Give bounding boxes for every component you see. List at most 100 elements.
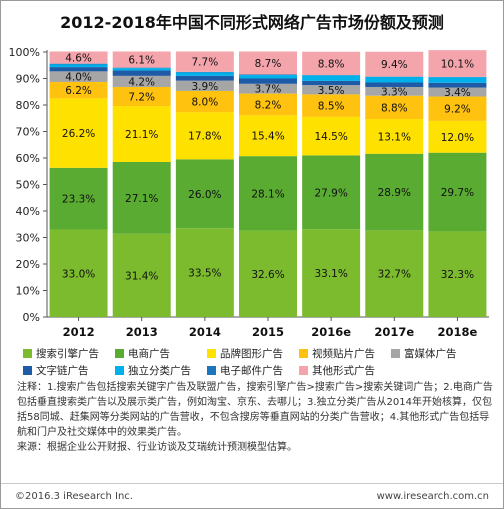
y-tick-label: 90%	[16, 73, 40, 86]
stacked-bar-chart: 0% 10% 20% 30% 40% 50% 60% 70% 80% 90% 100% 33.0% 23…	[9, 46, 489, 339]
data-label: 21.1%	[125, 129, 158, 141]
bar-segment	[239, 75, 297, 79]
legend-swatch	[115, 366, 124, 375]
legend-item: 视频贴片广告	[299, 346, 391, 361]
data-label: 31.4%	[125, 270, 158, 282]
bar-segment	[428, 77, 487, 83]
bar-segment	[239, 230, 297, 317]
bar-segment	[175, 112, 234, 160]
data-label: 29.7%	[441, 187, 474, 199]
bar-segment	[365, 230, 424, 317]
bar-segment	[302, 51, 361, 76]
legend-label: 其他形式广告	[312, 365, 375, 377]
chart-legend: 搜索引擎广告 电商广告 品牌图形广告 视频贴片广告 富媒体广告 文字链广告 独立分类广告 电子…	[23, 345, 483, 379]
bar-segment	[175, 228, 234, 317]
bar-segment	[49, 98, 108, 168]
data-label: 4.0%	[65, 72, 92, 84]
bar-segment	[302, 155, 361, 230]
y-tick-label: 40%	[16, 205, 40, 218]
legend-item: 其他形式广告	[299, 363, 391, 378]
data-label: 32.6%	[251, 269, 284, 281]
legend-row: 搜索引擎广告 电商广告 品牌图形广告 视频贴片广告 富媒体广告	[23, 345, 483, 362]
y-tick-label: 70%	[16, 126, 40, 139]
bar-segment	[112, 68, 171, 71]
data-label: 27.9%	[314, 187, 347, 199]
legend-item: 富媒体广告	[391, 346, 483, 361]
data-label: 23.3%	[62, 194, 95, 206]
data-label: 8.8%	[381, 102, 408, 114]
bar-segment	[239, 156, 297, 231]
bar-segment	[175, 75, 234, 81]
data-label: 8.0%	[192, 97, 219, 109]
bar-segment	[49, 71, 108, 82]
data-label: 7.7%	[192, 57, 219, 69]
legend-swatch	[23, 366, 32, 375]
data-label: 3.3%	[381, 86, 408, 98]
bar-segment	[302, 85, 361, 95]
data-label: 6.1%	[128, 55, 155, 67]
data-label: 33.0%	[62, 268, 95, 280]
x-tick-label: 2015	[252, 325, 284, 339]
x-tick-label: 2018e	[438, 325, 478, 339]
bar-segment	[302, 94, 361, 117]
y-tick-label: 20%	[16, 258, 40, 271]
bar-segment	[112, 75, 171, 87]
data-label: 17.8%	[188, 131, 221, 143]
data-label: 33.1%	[314, 268, 347, 280]
bar-segment	[302, 229, 361, 317]
bar-segment	[302, 75, 361, 81]
bar-segment	[365, 76, 424, 83]
legend-swatch	[207, 366, 216, 375]
legend-label: 搜索引擎广告	[36, 348, 99, 360]
data-label: 8.5%	[318, 101, 345, 113]
bar-segment	[428, 50, 487, 77]
data-label: 33.5%	[188, 268, 221, 280]
data-label: 3.9%	[192, 81, 219, 93]
bar-segment	[302, 116, 361, 156]
bar-segment	[365, 51, 424, 77]
bar-segment	[365, 119, 424, 154]
legend-label: 富媒体广告	[404, 348, 457, 360]
legend-swatch	[115, 349, 124, 358]
bar-segment	[112, 106, 171, 162]
legend-label: 文字链广告	[36, 365, 89, 377]
data-label: 8.2%	[255, 99, 282, 111]
bar-segment	[365, 95, 424, 120]
bar-segment	[175, 51, 234, 72]
legend-label: 品牌图形广告	[220, 348, 283, 360]
data-label: 13.1%	[378, 131, 411, 143]
bar-segment	[239, 78, 297, 84]
bar-segment	[112, 67, 171, 69]
bar-segment	[239, 93, 297, 116]
data-label: 28.9%	[378, 187, 411, 199]
bar-segment	[112, 51, 171, 68]
legend-label: 视频贴片广告	[312, 348, 375, 360]
data-label: 7.2%	[128, 92, 155, 104]
bar-segment	[49, 51, 108, 64]
data-label: 26.2%	[62, 128, 95, 140]
bar-segment	[428, 152, 487, 232]
bar-segment	[365, 153, 424, 231]
y-tick-label: 0%	[23, 311, 40, 324]
x-tick-label: 2014	[189, 325, 221, 339]
y-tick-label: 30%	[16, 232, 40, 245]
bar-segment	[428, 87, 487, 97]
legend-item: 独立分类广告	[115, 363, 207, 378]
data-label: 4.6%	[65, 53, 92, 65]
legend-item: 搜索引擎广告	[23, 346, 115, 361]
legend-swatch	[299, 366, 308, 375]
data-label: 26.0%	[188, 189, 221, 201]
data-label: 9.2%	[444, 104, 471, 116]
legend-row: 文字链广告 独立分类广告 电子邮件广告 其他形式广告	[23, 362, 483, 379]
website-link[interactable]: www.iresearch.com.cn	[376, 491, 489, 502]
bar-segment	[365, 86, 424, 96]
legend-item: 品牌图形广告	[207, 346, 299, 361]
legend-swatch	[23, 349, 32, 358]
bar-segment	[175, 80, 234, 91]
data-label: 9.4%	[381, 59, 408, 71]
y-tick-label: 10%	[16, 285, 40, 298]
legend-label: 电子邮件广告	[220, 365, 283, 377]
data-label: 4.2%	[128, 76, 155, 88]
legend-swatch	[391, 349, 400, 358]
